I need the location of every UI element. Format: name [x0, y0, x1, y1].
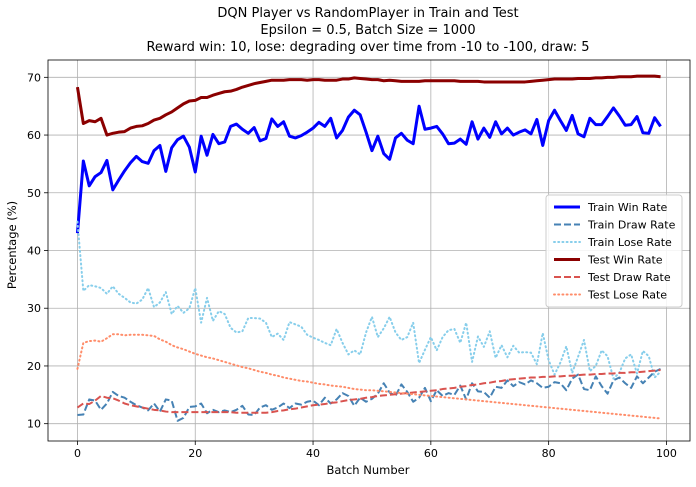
legend-label: Test Draw Rate — [587, 271, 671, 284]
x-tick-label: 40 — [306, 447, 320, 460]
y-tick-label: 20 — [27, 360, 41, 373]
legend-label: Train Draw Rate — [587, 219, 676, 232]
series-line-test-win-rate — [75, 74, 661, 137]
legend: Train Win Rate Train Draw Rate Train Lose … — [545, 194, 683, 308]
chart-title: DQN Player vs RandomPlayer in Train and … — [146, 6, 589, 55]
series-line-train-draw-rate — [77, 367, 661, 422]
y-tick-label: 50 — [27, 187, 41, 200]
y-tick-label: 40 — [27, 245, 41, 258]
title-line-3: Reward win: 10, lose: degrading over tim… — [146, 40, 589, 55]
series-line-test-lose-rate — [76, 333, 662, 420]
x-tick-label: 0 — [74, 447, 81, 460]
y-tick-label: 70 — [27, 71, 41, 84]
x-tick-label: 60 — [424, 447, 438, 460]
series-line-train-win-rate — [75, 104, 662, 234]
axis-ticks: 0 20 40 60 80 100 10 20 30 40 50 60 70 — [27, 71, 677, 460]
y-tick-label: 30 — [27, 302, 41, 315]
title-line-2: Epsilon = 0.5, Batch Size = 1000 — [260, 23, 475, 38]
x-tick-label: 80 — [542, 447, 556, 460]
legend-label: Train Win Rate — [587, 201, 668, 214]
series-line-test-draw-rate — [76, 369, 661, 414]
x-tick-label: 20 — [188, 447, 202, 460]
legend-label: Test Lose Rate — [587, 289, 667, 302]
y-axis-label: Percentage (%) — [5, 201, 19, 289]
x-tick-label: 100 — [656, 447, 677, 460]
series-lines — [75, 74, 662, 422]
title-line-1: DQN Player vs RandomPlayer in Train and … — [217, 6, 518, 21]
series-line-train-lose-rate — [76, 220, 662, 380]
y-tick-label: 60 — [27, 129, 41, 142]
legend-label: Train Lose Rate — [587, 236, 672, 249]
legend-box — [545, 194, 683, 308]
x-axis-label: Batch Number — [327, 463, 410, 477]
y-tick-label: 10 — [27, 418, 41, 431]
legend-label: Test Win Rate — [587, 254, 663, 267]
